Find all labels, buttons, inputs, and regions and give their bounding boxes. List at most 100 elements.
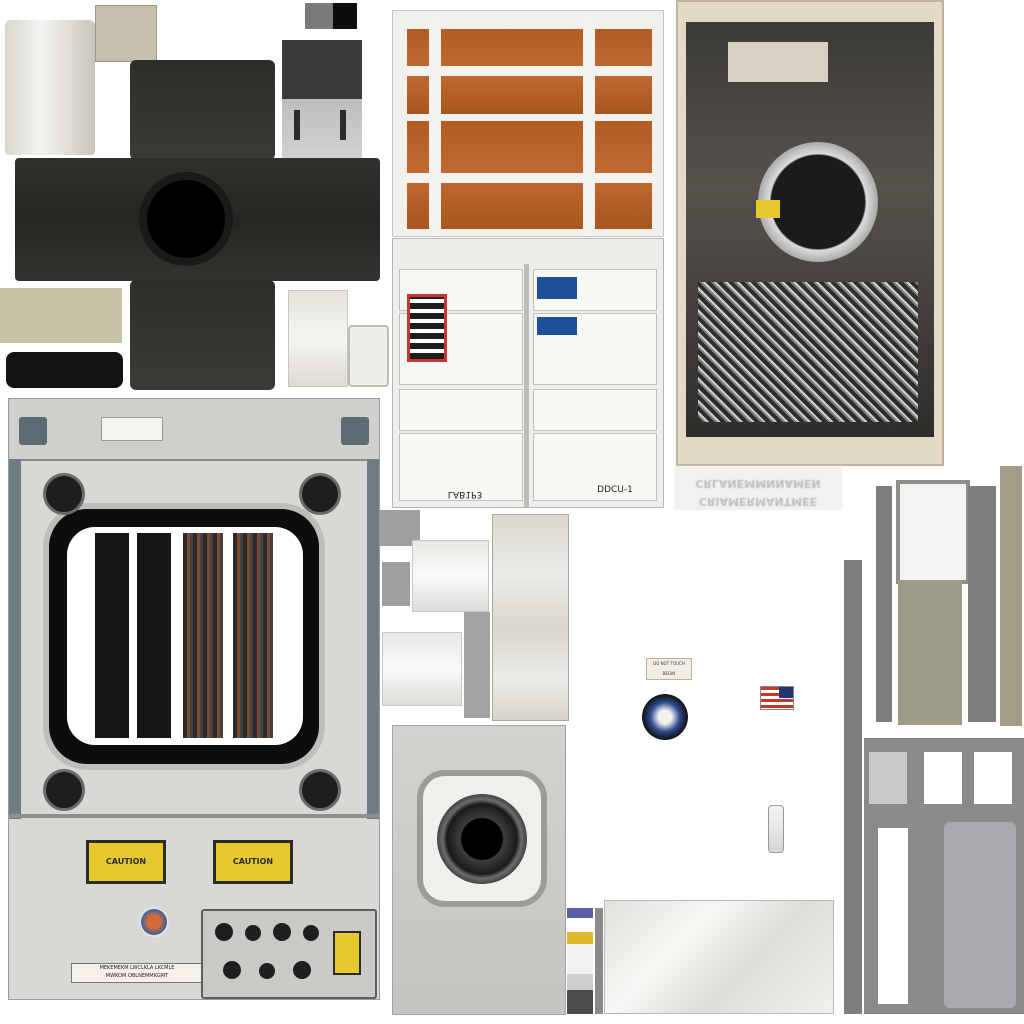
blue-label [537, 317, 577, 335]
color-chip [567, 974, 593, 990]
white-pouch-pair [288, 290, 348, 387]
key-tag-icon [768, 805, 784, 853]
window-dark-strip [137, 533, 171, 738]
caution-placard-right: CAUTION [213, 840, 293, 884]
grey-silhouette [944, 822, 1016, 1008]
color-chip [567, 944, 593, 974]
rack-label-left: LAB1P3 [447, 489, 483, 499]
connector-icon [293, 961, 311, 979]
vertical-grey-bar [876, 486, 892, 722]
grey-swatch [305, 3, 333, 29]
mission-patch-icon [642, 694, 688, 740]
cloth-bag-texture [5, 20, 95, 155]
drawer-front [399, 433, 523, 501]
hazard-grid-tag [407, 294, 447, 362]
corner-dial-icon [299, 473, 341, 515]
bracket-bolt [294, 110, 300, 140]
drawer-front [399, 389, 523, 431]
blue-label [537, 277, 577, 299]
grid-cell [974, 752, 1012, 804]
color-chip [567, 918, 593, 932]
grey-swatch [464, 612, 490, 718]
dark-fabric-cross-bottom [130, 280, 275, 390]
black-handle-bar [6, 352, 123, 388]
rack-top-connector-plate [728, 42, 828, 82]
clear-pouch [412, 540, 489, 612]
hatch-side-rail-right [367, 459, 379, 819]
corner-dial-icon [43, 473, 85, 515]
color-chip-strip [567, 908, 593, 1014]
color-chip [567, 908, 593, 918]
beige-foam-swatch [0, 288, 122, 343]
warning-tag: DO NOT TOUCH BEGIN [646, 658, 692, 680]
connector-icon [223, 961, 241, 979]
grid-cell [869, 752, 907, 804]
stowage-drawer-rack: LAB1P3 DDCU-1 [392, 238, 664, 508]
camera-port-housing [392, 725, 566, 1015]
drawer-front [533, 433, 657, 501]
top-right-latch [341, 417, 369, 445]
grid-cell [924, 752, 962, 804]
hatch-top-label-plate [101, 417, 163, 441]
drawer-front [533, 269, 657, 311]
rack-label-right: DDCU-1 [597, 485, 633, 495]
hatch-panel: CAUTION CAUTION MEKEMEKM LWCLKLA LKCMLE … [8, 398, 380, 1000]
connector-icon [303, 925, 319, 941]
mlb-strap [407, 66, 652, 76]
quilted-foam-pad [492, 514, 569, 721]
corner-dial-icon [299, 769, 341, 811]
grey-edge-strip [595, 908, 603, 1014]
window-dark-strip [95, 533, 129, 738]
black-swatch [333, 3, 357, 29]
top-left-latch [19, 417, 47, 445]
mirrored-text-line2: CRLANEMMNNAMEN [695, 477, 821, 490]
connector-icon [273, 923, 291, 941]
bracket-bolt [340, 110, 346, 140]
connector-panel [201, 909, 377, 999]
connector-caution-tag [333, 931, 361, 975]
caution-placard-left: CAUTION [86, 840, 166, 884]
grey-bracket-block [282, 40, 362, 158]
mlb-strap [407, 173, 652, 183]
white-card-texture [348, 325, 389, 387]
mirrored-text-strip: CRIAMERMANTMEE CRLANEMMNNAMEN [674, 466, 842, 510]
hatch-lower-divider [9, 814, 379, 818]
olive-panel [898, 580, 962, 725]
dark-fabric-cross-top [130, 60, 275, 160]
mlb-strap [429, 21, 441, 236]
rack-divider [524, 264, 529, 507]
grid-cell [878, 828, 908, 1004]
connector-icon [245, 925, 261, 941]
flag-canton [779, 687, 793, 698]
vertical-olive-bar [1000, 466, 1022, 726]
rack-yellow-tag [756, 200, 780, 218]
vertical-grey-bar [968, 486, 996, 722]
hatch-bottom-label-line1: MEKEMEKM LWCLKLA LKCMLE [99, 965, 175, 971]
connector-icon [259, 963, 275, 979]
mirrored-text-line1: CRIAMERMANTMEE [698, 495, 818, 508]
mlb-strap [583, 21, 595, 236]
round-mission-decal-icon [139, 907, 169, 937]
rack-cable-bundle [698, 282, 918, 422]
mlb-blanket-panel [392, 10, 664, 237]
white-frame-panel [896, 480, 970, 584]
corner-dial-icon [43, 769, 85, 811]
window-striped-strip [233, 533, 273, 738]
white-cloth-panel [604, 900, 834, 1014]
small-tag-texture [95, 5, 157, 62]
window-striped-strip [183, 533, 223, 738]
hatch-bottom-label: MEKEMEKM LWCLKLA LKCMLE MWKOM OBLNEMMKGM… [71, 963, 203, 983]
hatch-top-strip [9, 399, 379, 461]
clear-pouch [382, 632, 462, 706]
equipment-rack [676, 0, 944, 466]
color-chip [567, 990, 593, 1014]
grey-swatch [382, 562, 410, 606]
dark-fabric-hole [147, 180, 225, 258]
vertical-grey-bar [844, 560, 862, 1014]
hatch-bottom-label-line2: MWKOM OBLNEMMKGMT [105, 973, 169, 979]
window-grid-frame [864, 738, 1024, 1014]
camera-lens-icon [437, 794, 527, 884]
drawer-front [533, 389, 657, 431]
connector-icon [215, 923, 233, 941]
color-chip [567, 932, 593, 944]
